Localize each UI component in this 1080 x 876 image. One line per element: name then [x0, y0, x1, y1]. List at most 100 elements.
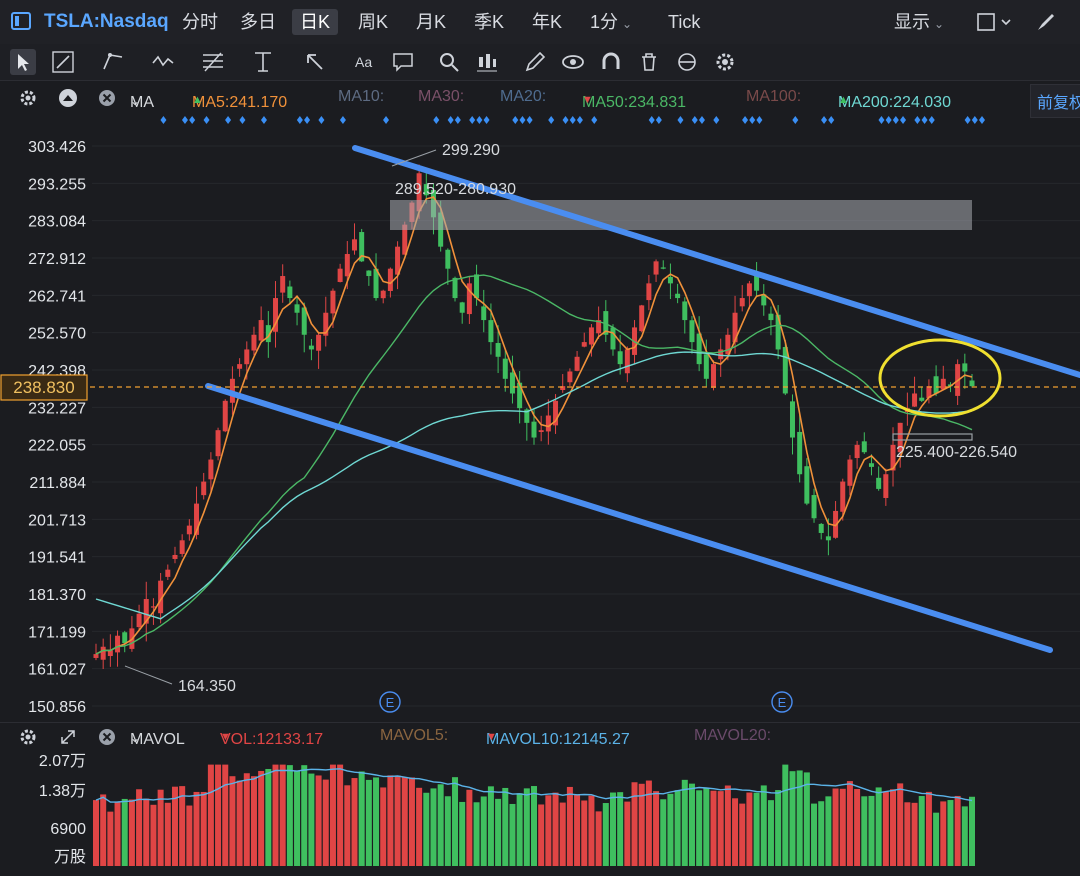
volume-bar [93, 800, 99, 866]
arrow-tool[interactable] [302, 49, 328, 75]
zoom-tool[interactable] [436, 49, 462, 75]
text-tool[interactable]: Aa [352, 49, 378, 75]
display-dropdown[interactable]: 显示 ⌄ [886, 9, 952, 35]
volume-tick-label: 1.38万 [39, 783, 86, 800]
search-icon [440, 53, 459, 72]
tab-1-minute[interactable]: 1分 ⌄ [582, 9, 640, 35]
low-annotation: 164.350 [178, 678, 236, 695]
candle-body [344, 254, 350, 277]
candle-body [143, 599, 149, 624]
tab-multi-day[interactable]: 多日 [240, 12, 276, 32]
candle-body [825, 536, 831, 541]
tab-intraday[interactable]: 分时 [182, 12, 218, 32]
delete-tool[interactable] [636, 49, 662, 75]
measure-tool[interactable] [250, 49, 276, 75]
volume-bar [157, 789, 164, 866]
volume-bar [193, 791, 200, 866]
visibility-tool[interactable] [560, 49, 586, 75]
tab-monthly-k[interactable]: 月K [416, 12, 447, 32]
candle-body [524, 409, 530, 423]
adjust-mode-button[interactable]: 前复权 [1030, 84, 1080, 118]
brush-icon[interactable] [1034, 10, 1058, 34]
magnet-tool[interactable] [598, 49, 624, 75]
volume-bar [760, 785, 767, 866]
y-tick-label: 211.884 [29, 475, 86, 492]
candle-body [459, 302, 465, 313]
y-tick-label: 181.370 [28, 587, 86, 604]
volume-chart[interactable]: 2.07万 1.38万 6900 万股 [0, 750, 1080, 870]
signal-marker [921, 116, 928, 124]
candle-body [222, 400, 228, 432]
tab-quarterly-k[interactable]: 季K [474, 12, 505, 32]
volume-bar [875, 787, 882, 866]
trendline-icon [52, 51, 74, 73]
earnings-marker-label: E [386, 695, 395, 710]
candle-body [93, 654, 99, 658]
close-icon[interactable] [98, 89, 116, 107]
volume-bar [308, 773, 315, 866]
eye-icon [562, 55, 584, 69]
volume-bar [437, 784, 444, 866]
candle-body [416, 173, 422, 212]
symbol-icon[interactable] [10, 10, 32, 32]
candle-body [675, 293, 681, 299]
candle-body [868, 463, 874, 467]
pen-tool[interactable] [522, 49, 548, 75]
tab-tick[interactable]: Tick [668, 12, 701, 32]
ma30-value: MA30: [418, 88, 465, 105]
gear-icon[interactable] [18, 88, 38, 108]
candle-body [761, 294, 767, 306]
note-tool[interactable] [390, 49, 416, 75]
volume-bar [329, 764, 336, 866]
tab-yearly-k[interactable]: 年K [532, 12, 563, 32]
candle-body [818, 523, 824, 533]
volume-bar [911, 802, 918, 866]
volume-bar [588, 795, 595, 866]
sync-tool[interactable] [674, 49, 700, 75]
gear-icon[interactable] [18, 727, 38, 747]
candle-body [308, 345, 314, 350]
earnings-marker[interactable]: E [379, 691, 401, 713]
polyline-tool[interactable] [100, 49, 126, 75]
indicator-tool[interactable] [474, 49, 500, 75]
settings-tool[interactable] [712, 49, 738, 75]
cursor-tool[interactable] [10, 49, 36, 75]
fib-tool[interactable] [200, 49, 226, 75]
candle-body [366, 270, 372, 277]
candle-body [847, 459, 853, 486]
candle-body [617, 351, 623, 365]
signal-marker [160, 116, 167, 124]
volume-bar [200, 791, 207, 866]
candle-body [962, 363, 968, 372]
signal-marker [971, 116, 978, 124]
close-icon[interactable] [98, 728, 116, 746]
volume-bar [868, 795, 875, 866]
volume-bar [811, 803, 818, 866]
volume-bar [796, 770, 803, 866]
candle-body [502, 358, 508, 379]
signal-marker [318, 116, 325, 124]
layout-toggle-icon[interactable] [976, 12, 1016, 32]
candle-body [581, 342, 587, 347]
volume-bar [969, 796, 975, 866]
wave-tool[interactable] [150, 49, 176, 75]
ticker-label[interactable]: TSLA:Nasdaq [44, 11, 169, 32]
candle-body [481, 306, 487, 321]
earnings-marker[interactable]: E [771, 691, 793, 713]
tab-weekly-k[interactable]: 周K [358, 12, 389, 32]
candle-body [495, 343, 501, 357]
tab-daily-k[interactable]: 日K [292, 9, 339, 35]
cursor-icon [18, 54, 29, 71]
volume-bar [373, 777, 380, 866]
collapse-icon[interactable] [58, 88, 78, 108]
drawing-toolbar: Aa [0, 44, 1080, 81]
candle-body [897, 422, 903, 453]
ma200-line [95, 351, 973, 620]
line-tool[interactable] [50, 49, 76, 75]
high-leader-line [391, 149, 437, 167]
candle-body [739, 298, 745, 307]
volume-bar [925, 791, 932, 866]
candlestick-chart[interactable]: 303.426 293.255 283.084 272.912 262.741 252.5… [0, 110, 1080, 722]
expand-icon[interactable] [58, 727, 78, 747]
volume-bar [452, 777, 459, 866]
